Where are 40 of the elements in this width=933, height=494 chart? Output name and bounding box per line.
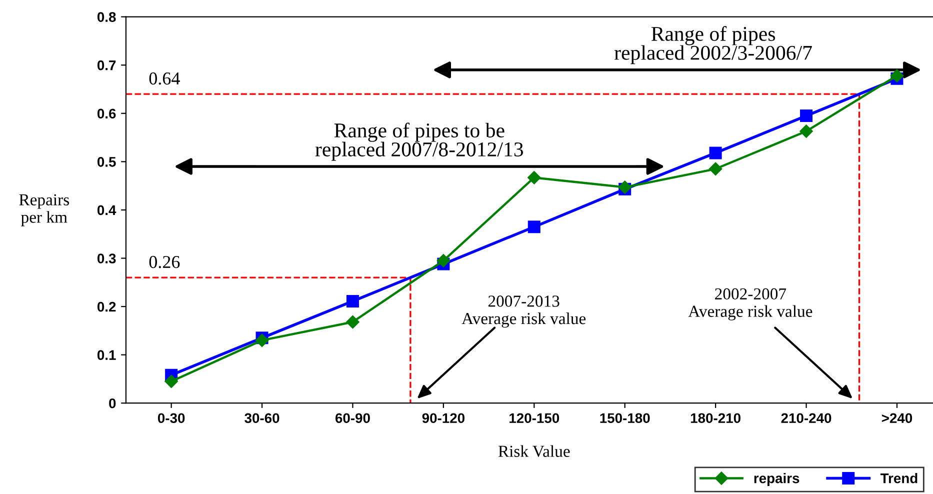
y-tick-label: 0.4 <box>97 205 116 216</box>
x-tick-label: 0-30 <box>158 413 185 424</box>
point <box>346 315 360 329</box>
point <box>708 162 722 176</box>
ref-line-label: 0.26 <box>149 256 180 268</box>
legend-label: Trend <box>880 473 918 484</box>
point <box>890 69 904 82</box>
x-axis-title: Risk Value <box>498 445 570 458</box>
point <box>346 294 359 308</box>
x-tick-label: 30-60 <box>244 413 280 424</box>
x-tick-label: 210-240 <box>781 413 832 424</box>
x-tick-label: >240 <box>882 413 912 424</box>
x-tick-label: 60-90 <box>335 413 370 424</box>
point <box>528 220 540 234</box>
point <box>436 254 450 268</box>
legend-label: repairs <box>754 473 800 486</box>
y-tick-label: 0 <box>109 398 116 408</box>
annotation: Range of pipes replaced 2002/3-2006/7 <box>614 26 812 64</box>
x-tick-label: 90-120 <box>422 413 464 424</box>
x-tick-label: 180-210 <box>690 413 740 424</box>
x-tick-label: 120-150 <box>510 413 560 424</box>
y-tick-label: 0.5 <box>97 156 116 167</box>
point <box>800 110 813 122</box>
y-tick-label: 0.2 <box>97 302 116 312</box>
y-tick-label: 0.1 <box>97 350 116 360</box>
point <box>164 374 178 388</box>
point <box>709 146 722 160</box>
y-tick-label: 0.3 <box>97 254 116 264</box>
point <box>255 334 269 347</box>
y-tick-label: 0.8 <box>97 12 116 22</box>
annotation: Range of pipes to be replaced 2007/8-2012/13 <box>315 122 524 161</box>
ref-line-label: 0.64 <box>149 72 180 85</box>
point <box>800 124 813 138</box>
y-axis-title: Repairs per km <box>19 194 69 226</box>
annotation: 2007-2013 Average risk value <box>462 296 586 328</box>
x-tick-label: 150-180 <box>600 413 650 424</box>
point <box>528 171 541 184</box>
annotation: 2002-2007 Average risk value <box>688 288 812 320</box>
y-tick-label: 0.6 <box>97 108 116 119</box>
y-tick-label: 0.7 <box>97 60 116 70</box>
